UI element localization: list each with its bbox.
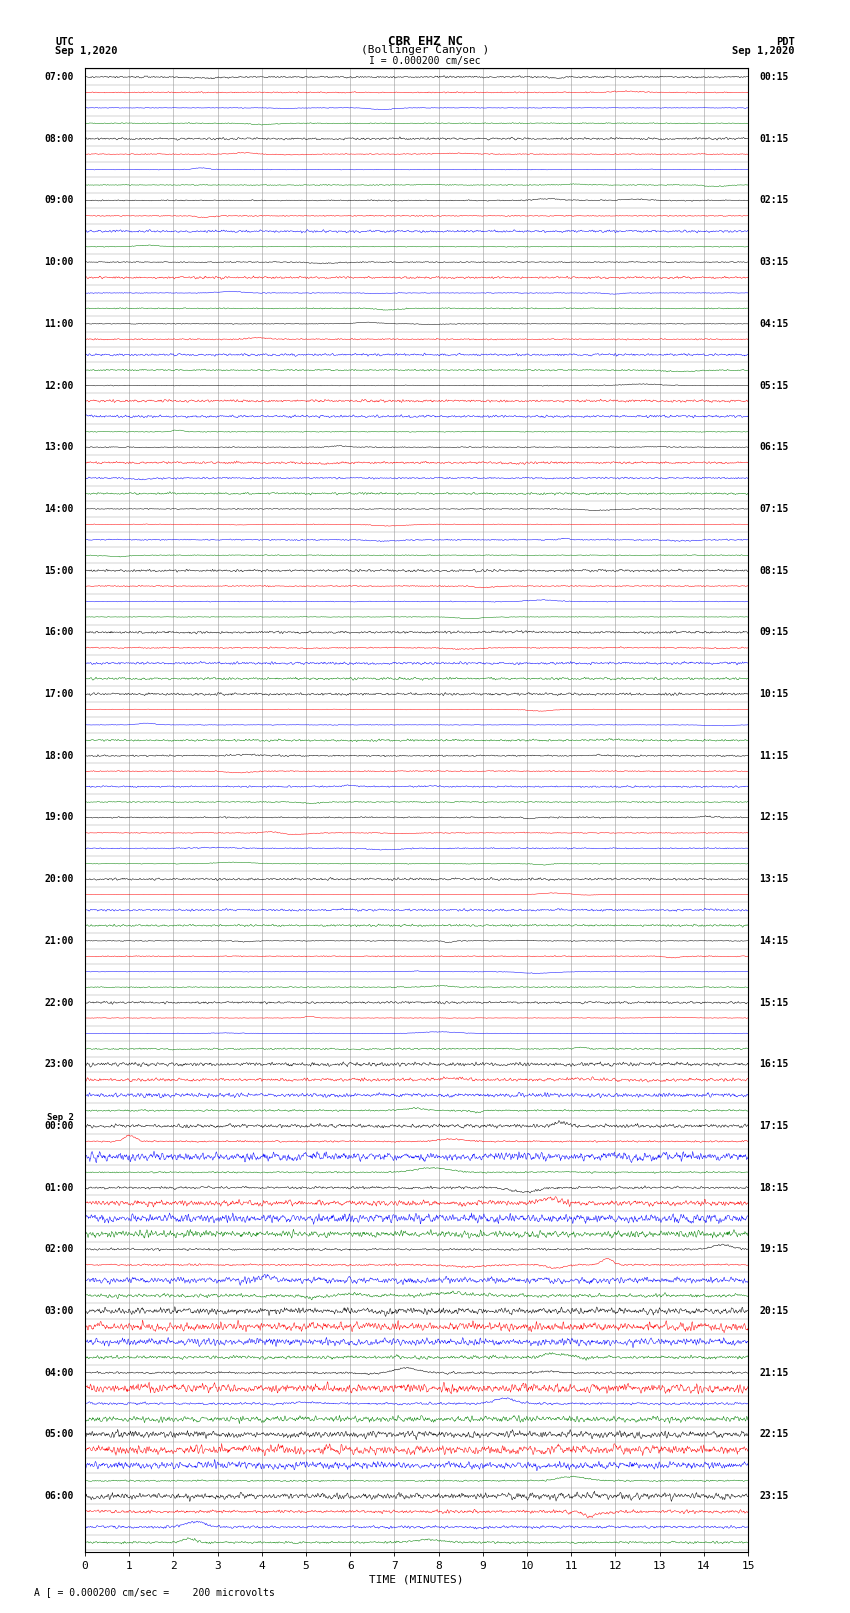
Text: 09:00: 09:00: [44, 195, 74, 205]
Text: I = 0.000200 cm/sec: I = 0.000200 cm/sec: [369, 56, 481, 66]
Text: 10:15: 10:15: [759, 689, 789, 698]
Text: 04:00: 04:00: [44, 1368, 74, 1378]
Text: PDT: PDT: [776, 37, 795, 47]
Text: 22:15: 22:15: [759, 1429, 789, 1439]
Text: 00:15: 00:15: [759, 73, 789, 82]
Text: 10:00: 10:00: [44, 256, 74, 268]
Text: 12:00: 12:00: [44, 381, 74, 390]
Text: 17:00: 17:00: [44, 689, 74, 698]
Text: 05:00: 05:00: [44, 1429, 74, 1439]
Text: 05:15: 05:15: [759, 381, 789, 390]
Text: 03:15: 03:15: [759, 256, 789, 268]
Text: 07:15: 07:15: [759, 503, 789, 515]
Text: UTC: UTC: [55, 37, 74, 47]
Text: 08:00: 08:00: [44, 134, 74, 144]
Text: 14:15: 14:15: [759, 936, 789, 945]
Text: 13:00: 13:00: [44, 442, 74, 452]
Text: 08:15: 08:15: [759, 566, 789, 576]
Text: 18:00: 18:00: [44, 750, 74, 761]
Text: 20:15: 20:15: [759, 1307, 789, 1316]
Text: Sep 1,2020: Sep 1,2020: [55, 45, 118, 56]
Text: 16:00: 16:00: [44, 627, 74, 637]
Text: 21:00: 21:00: [44, 936, 74, 945]
Text: 02:15: 02:15: [759, 195, 789, 205]
Text: 11:15: 11:15: [759, 750, 789, 761]
Text: 06:15: 06:15: [759, 442, 789, 452]
Text: 16:15: 16:15: [759, 1060, 789, 1069]
Text: 01:00: 01:00: [44, 1182, 74, 1192]
Text: A [ = 0.000200 cm/sec =    200 microvolts: A [ = 0.000200 cm/sec = 200 microvolts: [34, 1587, 275, 1597]
Text: 13:15: 13:15: [759, 874, 789, 884]
Text: 23:00: 23:00: [44, 1060, 74, 1069]
Text: 07:00: 07:00: [44, 73, 74, 82]
Text: 04:15: 04:15: [759, 319, 789, 329]
Text: 21:15: 21:15: [759, 1368, 789, 1378]
Text: 20:00: 20:00: [44, 874, 74, 884]
Text: 02:00: 02:00: [44, 1244, 74, 1255]
Text: Sep 2: Sep 2: [47, 1113, 74, 1123]
Text: Sep 1,2020: Sep 1,2020: [732, 45, 795, 56]
Text: 03:00: 03:00: [44, 1307, 74, 1316]
Text: 00:00: 00:00: [44, 1121, 74, 1131]
Text: 14:00: 14:00: [44, 503, 74, 515]
Text: 23:15: 23:15: [759, 1490, 789, 1502]
Text: 17:15: 17:15: [759, 1121, 789, 1131]
Text: 09:15: 09:15: [759, 627, 789, 637]
Text: (Bollinger Canyon ): (Bollinger Canyon ): [361, 45, 489, 55]
Text: 22:00: 22:00: [44, 997, 74, 1008]
Text: 06:00: 06:00: [44, 1490, 74, 1502]
X-axis label: TIME (MINUTES): TIME (MINUTES): [369, 1574, 464, 1586]
Text: 15:15: 15:15: [759, 997, 789, 1008]
Text: 11:00: 11:00: [44, 319, 74, 329]
Text: 15:00: 15:00: [44, 566, 74, 576]
Text: 12:15: 12:15: [759, 813, 789, 823]
Text: 19:00: 19:00: [44, 813, 74, 823]
Text: 18:15: 18:15: [759, 1182, 789, 1192]
Text: CBR EHZ NC: CBR EHZ NC: [388, 35, 462, 48]
Text: 01:15: 01:15: [759, 134, 789, 144]
Text: 19:15: 19:15: [759, 1244, 789, 1255]
